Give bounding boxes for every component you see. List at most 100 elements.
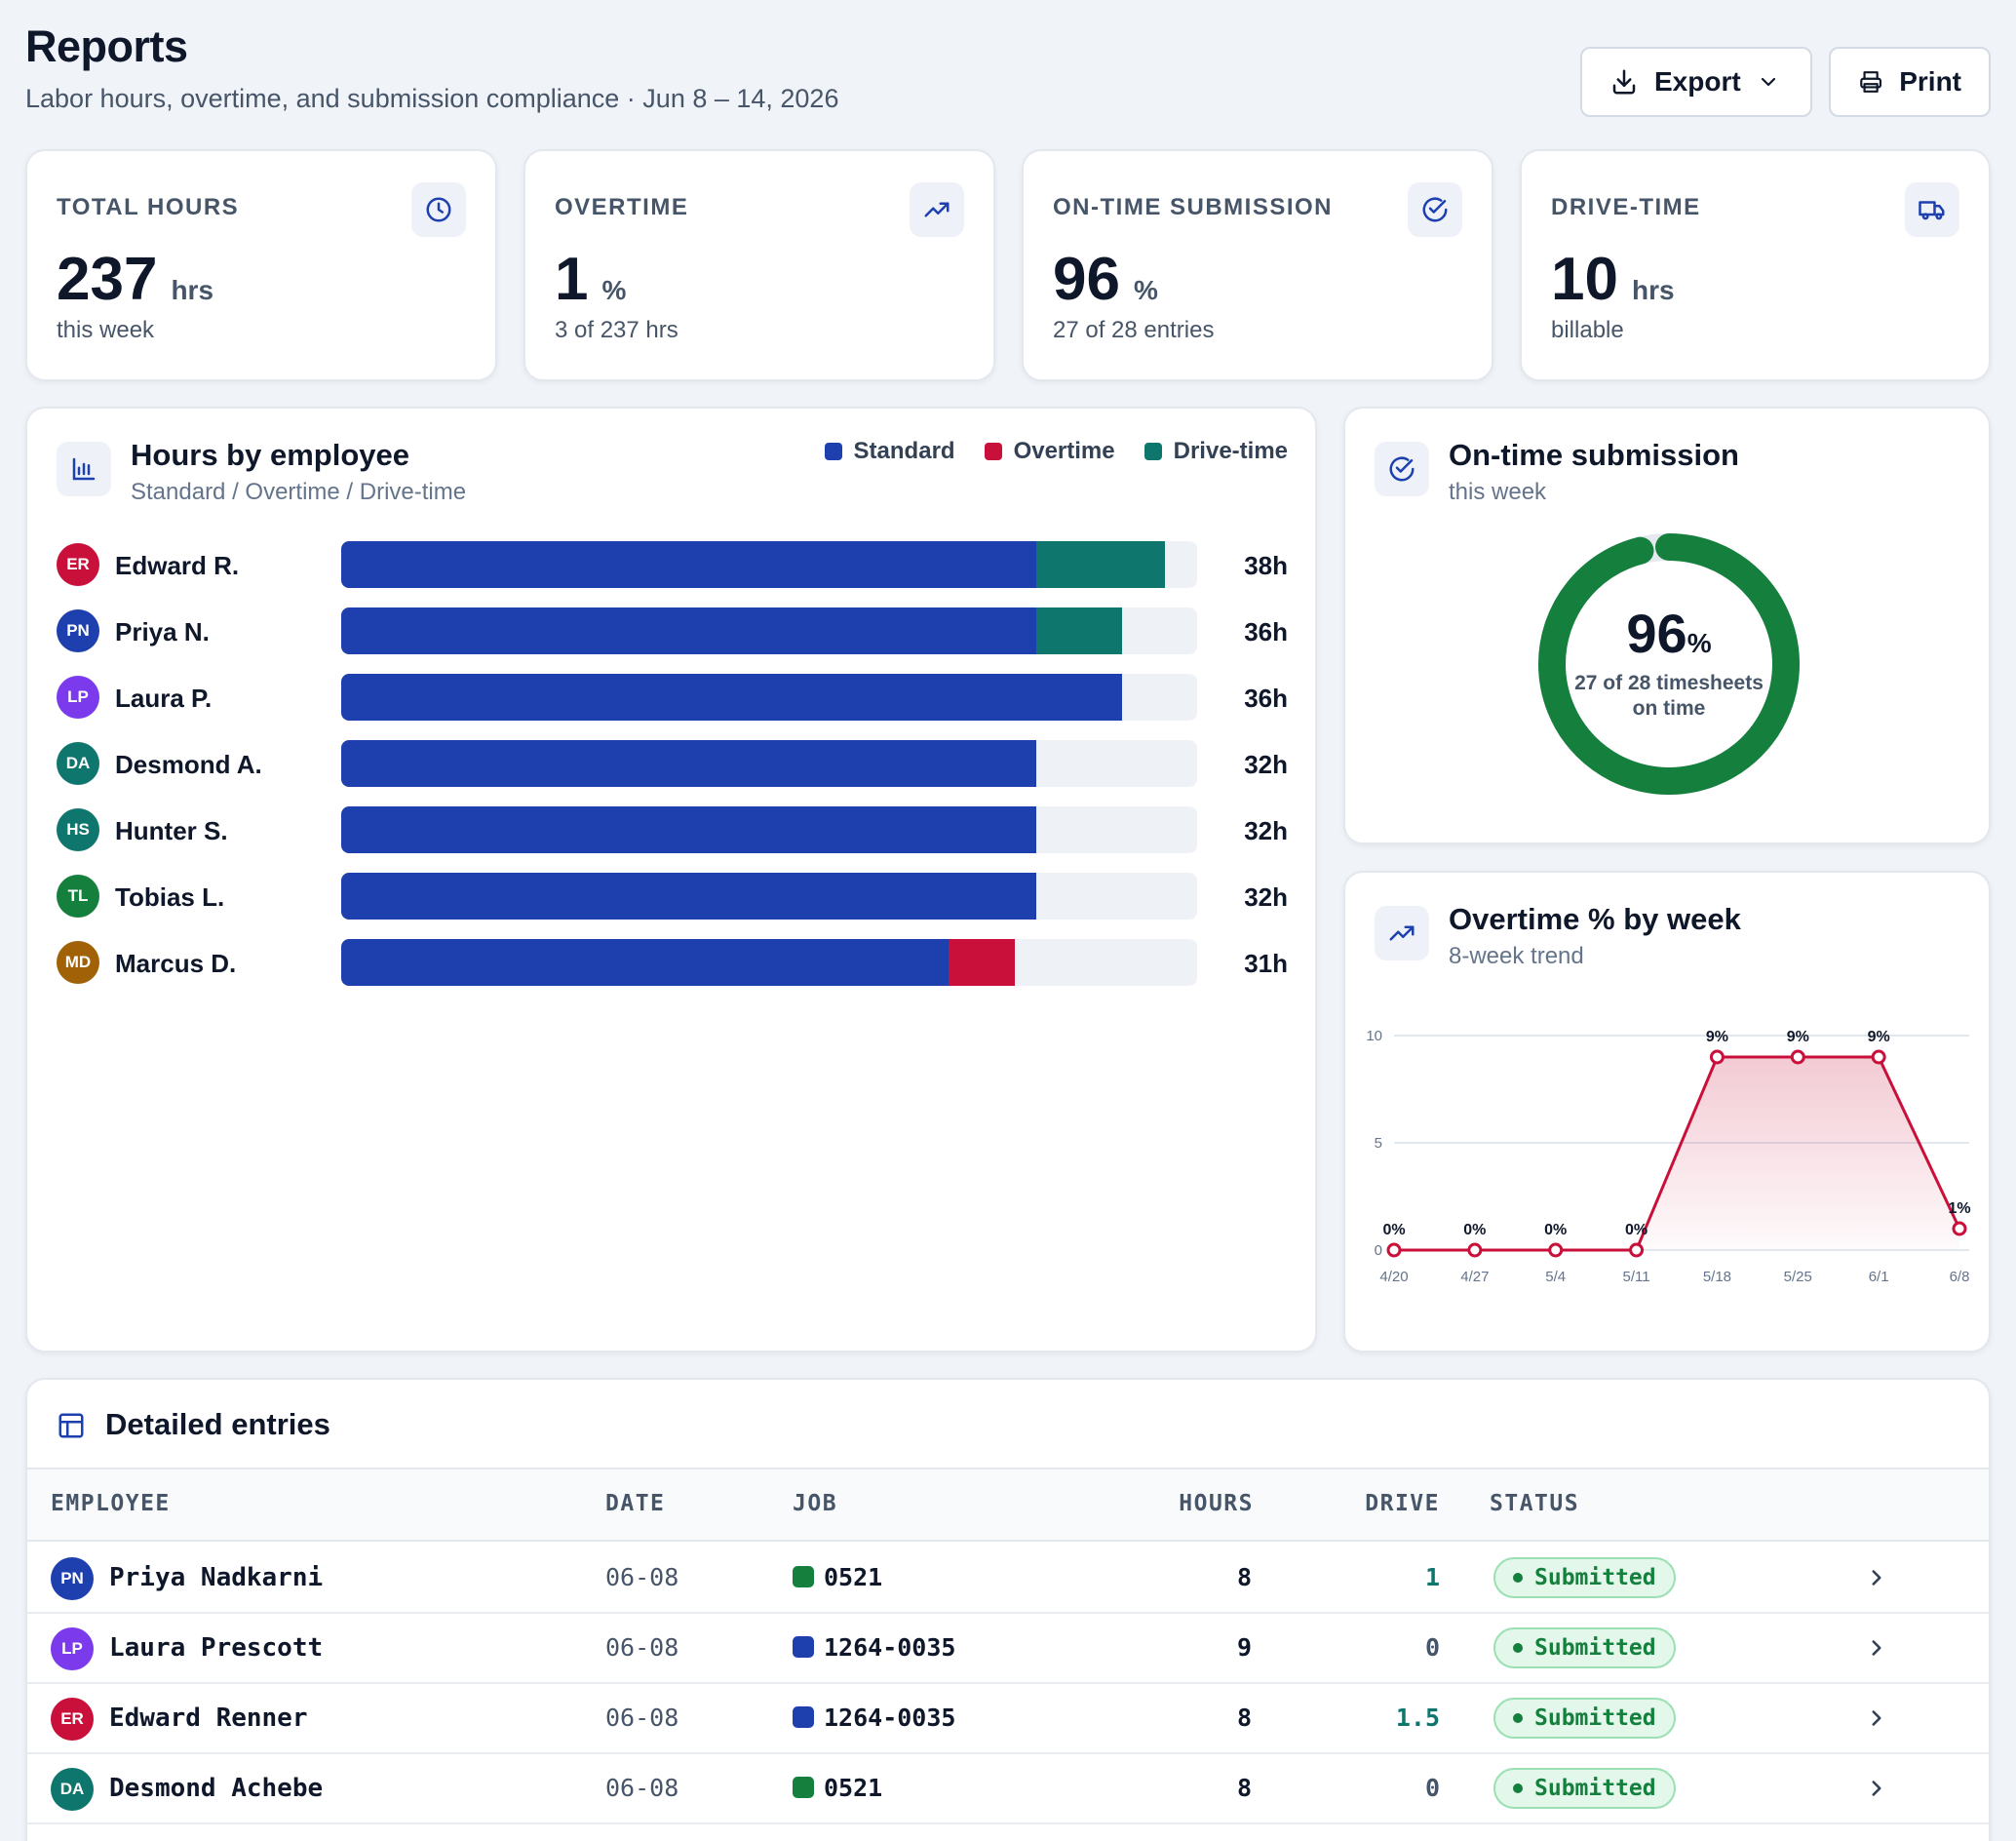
panel-subtitle: 8-week trend bbox=[1449, 943, 1584, 969]
panel-title: Detailed entries bbox=[105, 1407, 330, 1441]
entry-drive: 1 bbox=[1424, 1563, 1440, 1591]
entry-hours: 8 bbox=[1236, 1563, 1252, 1591]
entry-date: 06-08 bbox=[605, 1704, 679, 1732]
hours-total: 36h bbox=[1244, 684, 1288, 713]
stat-label: OVERTIME bbox=[555, 194, 689, 220]
export-button[interactable]: Export bbox=[1580, 47, 1812, 117]
employee-bar-row: PN Priya N. 36h bbox=[57, 607, 1288, 654]
avatar: ER bbox=[51, 1698, 94, 1741]
job-code: 0521 bbox=[793, 1774, 882, 1802]
table-row[interactable]: PN Priya Nadkarni 06-08 0521 8 1 Submitted bbox=[27, 1544, 1989, 1614]
employee-name: Edward Renner bbox=[109, 1704, 308, 1733]
avatar: TL bbox=[57, 875, 99, 918]
truck-icon bbox=[1905, 182, 1959, 237]
bar-segment-overtime bbox=[949, 939, 1016, 986]
x-tick-label: 5/11 bbox=[1623, 1269, 1650, 1285]
export-label: Export bbox=[1654, 66, 1741, 97]
table-row[interactable]: ER Edward Renner 06-08 1264-0035 8 1.5 Submitt… bbox=[27, 1684, 1989, 1754]
print-button[interactable]: Print bbox=[1829, 47, 1991, 117]
overtime-line-chart: 0 5 10 0% 4/20 0% 4/27 0% 5/4 0% 5/11 9% 5/18 9% 5/25 9… bbox=[1366, 1028, 1970, 1285]
chevron-right-icon[interactable] bbox=[1864, 1565, 1889, 1590]
stat-label: TOTAL HOURS bbox=[57, 194, 240, 220]
bar-segment-standard bbox=[341, 541, 1037, 588]
table-header: EMPLOYEE DATE JOB HOURS DRIVE STATUS bbox=[27, 1468, 1989, 1542]
data-point bbox=[1467, 1242, 1483, 1258]
column-header-hours[interactable]: HOURS bbox=[1179, 1491, 1254, 1516]
employee-bar-row: TL Tobias L. 32h bbox=[57, 873, 1288, 920]
chevron-right-icon[interactable] bbox=[1864, 1776, 1889, 1801]
column-header-date[interactable]: DATE bbox=[605, 1491, 666, 1516]
stat-unit: % bbox=[1133, 275, 1158, 305]
panel-title: Overtime % by week bbox=[1449, 902, 1741, 936]
job-code: 1264-0035 bbox=[793, 1704, 955, 1732]
donut-percent: 96% bbox=[1626, 603, 1712, 664]
data-point bbox=[1709, 1049, 1725, 1065]
entry-hours: 8 bbox=[1236, 1774, 1252, 1802]
data-point bbox=[1790, 1049, 1805, 1065]
download-icon bbox=[1612, 69, 1636, 95]
entry-date: 06-08 bbox=[605, 1774, 679, 1802]
stat-unit: hrs bbox=[1631, 275, 1675, 305]
hours-by-employee-panel: Hours by employee Standard / Overtime / … bbox=[25, 407, 1317, 1352]
column-header-employee[interactable]: EMPLOYEE bbox=[51, 1491, 171, 1516]
bar-segment-standard bbox=[341, 607, 1037, 654]
data-label: 0% bbox=[1382, 1222, 1405, 1238]
avatar: HS bbox=[57, 808, 99, 851]
panel-title: Hours by employee bbox=[131, 438, 409, 472]
employee-name: Edward R. bbox=[115, 551, 240, 580]
avatar: PN bbox=[57, 609, 99, 652]
avatar: LP bbox=[51, 1627, 94, 1670]
legend-item-overtime: Overtime bbox=[984, 438, 1115, 465]
trending-up-icon bbox=[910, 182, 964, 237]
stat-card-overtime: OVERTIME 1% 3 of 237 hrs bbox=[523, 149, 995, 381]
hours-total: 32h bbox=[1244, 882, 1288, 912]
hours-total: 38h bbox=[1244, 551, 1288, 580]
hours-bar-track bbox=[341, 607, 1197, 654]
table-row[interactable]: LP Laura Prescott 06-08 1264-0035 9 0 Submitte… bbox=[27, 1614, 1989, 1684]
table-row[interactable]: DA Desmond Achebe 06-08 0521 8 0 Submitted bbox=[27, 1754, 1989, 1824]
data-label: 9% bbox=[1706, 1029, 1728, 1045]
legend-item-standard: Standard bbox=[824, 438, 955, 465]
chevron-right-icon[interactable] bbox=[1864, 1705, 1889, 1731]
data-label: 0% bbox=[1463, 1222, 1486, 1238]
column-header-status[interactable]: STATUS bbox=[1490, 1491, 1580, 1516]
bar-segment-drive bbox=[1036, 541, 1166, 588]
stat-label: ON-TIME SUBMISSION bbox=[1053, 194, 1334, 220]
job-color-swatch bbox=[793, 1566, 814, 1587]
hours-total: 36h bbox=[1244, 617, 1288, 646]
entry-drive: 1.5 bbox=[1395, 1704, 1440, 1732]
job-code: 1264-0035 bbox=[793, 1633, 955, 1662]
employee-bar-row: MD Marcus D. 31h bbox=[57, 939, 1288, 986]
employee-name: Desmond Achebe bbox=[109, 1774, 324, 1803]
employee-name: Tobias L. bbox=[115, 882, 225, 912]
panel-subtitle: Standard / Overtime / Drive-time bbox=[131, 479, 467, 505]
avatar: MD bbox=[57, 941, 99, 984]
data-point bbox=[1871, 1049, 1886, 1065]
stat-card-on-time: ON-TIME SUBMISSION 96% 27 of 28 entries bbox=[1022, 149, 1493, 381]
page-subtitle: Labor hours, overtime, and submission co… bbox=[25, 84, 839, 113]
entry-date: 06-08 bbox=[605, 1633, 679, 1662]
x-tick-label: 5/4 bbox=[1545, 1269, 1566, 1285]
chevron-right-icon[interactable] bbox=[1864, 1635, 1889, 1661]
data-point bbox=[1629, 1242, 1645, 1258]
x-tick-label: 5/18 bbox=[1703, 1269, 1731, 1285]
x-tick-label: 6/1 bbox=[1869, 1269, 1889, 1285]
chart-legend: Standard Overtime Drive-time bbox=[824, 438, 1288, 465]
stat-sub: this week bbox=[57, 317, 155, 343]
panel-subtitle: this week bbox=[1449, 479, 1547, 505]
employee-name: Laura P. bbox=[115, 684, 213, 713]
x-tick-label: 5/25 bbox=[1784, 1269, 1812, 1285]
series-line bbox=[1394, 1055, 1961, 1252]
column-header-job[interactable]: JOB bbox=[793, 1491, 838, 1516]
data-label: 1% bbox=[1948, 1200, 1970, 1217]
on-time-submission-panel: On-time submission this week 96% 27 of 2… bbox=[1343, 407, 1991, 844]
legend-item-drive-time: Drive-time bbox=[1144, 438, 1288, 465]
data-point bbox=[1386, 1242, 1402, 1258]
bar-segment-standard bbox=[341, 740, 1037, 787]
stat-value: 10 bbox=[1551, 246, 1618, 313]
hours-total: 32h bbox=[1244, 750, 1288, 779]
donut-progress-arc bbox=[1538, 533, 1800, 795]
column-header-drive[interactable]: DRIVE bbox=[1365, 1491, 1440, 1516]
stat-sub: 3 of 237 hrs bbox=[555, 317, 678, 343]
employee-bar-row: HS Hunter S. 32h bbox=[57, 806, 1288, 853]
